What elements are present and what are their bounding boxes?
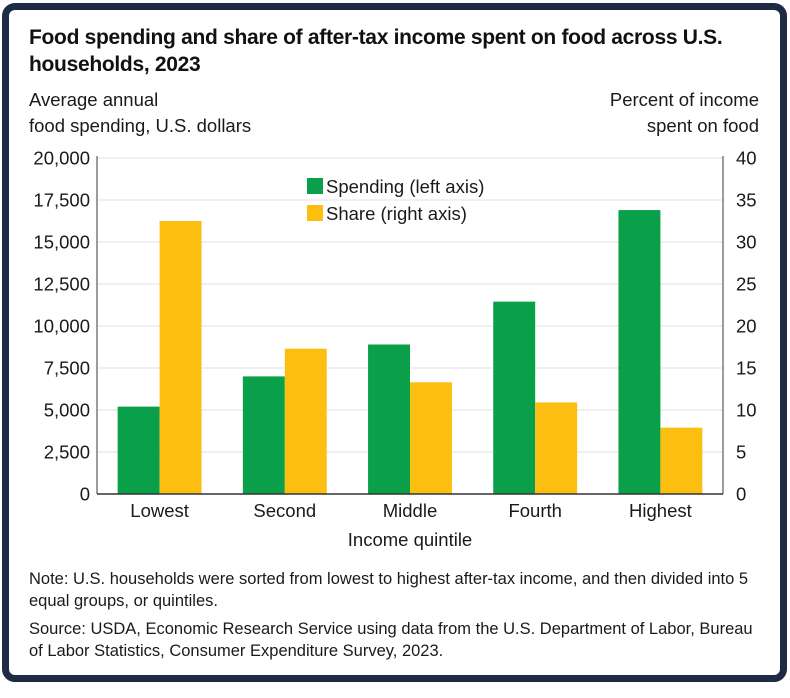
legend-label-spending: Spending (left axis) [326,176,484,197]
share-bar [159,221,202,494]
x-axis-tick-label: Lowest [130,500,189,521]
legend-swatch-spending [307,178,323,194]
share-bar [284,348,327,494]
left-axis-tick-label: 12,500 [33,274,90,295]
right-axis-label: Percent of income spent on food [610,87,759,139]
tick-labels: 0 2,500 5,000 7,500 10,000 12,500 15,000 17,500… [33,148,756,522]
left-axis-tick-label: 5,000 [44,400,90,421]
right-axis-tick-label: 0 [736,484,746,505]
left-axis-tick-label: 15,000 [33,232,90,253]
right-axis-tick-label: 15 [736,358,757,379]
right-axis-tick-label: 35 [736,190,757,211]
left-axis-label: Average annual food spending, U.S. dolla… [29,87,251,139]
spending-bar [368,344,410,494]
right-axis-tick-label: 20 [736,316,757,337]
x-axis-tick-label: Highest [629,500,692,521]
share-bar [410,382,452,494]
spending-bar [493,301,536,494]
left-axis-label-line-2: food spending, U.S. dollars [29,115,252,136]
chart-title: Food spending and share of after-tax inc… [29,26,723,76]
axes [96,156,724,495]
left-axis-label-line-1: Average annual [29,89,159,110]
legend: Spending (left axis) Share (right axis) [307,176,484,224]
spending-bar [618,210,661,494]
right-axis-tick-label: 5 [736,442,746,463]
x-axis-tick-label: Second [253,500,316,521]
right-axis-label-line-1: Percent of income [609,89,759,110]
right-axis-label-line-2: spent on food [646,115,759,136]
spending-bar [242,376,285,494]
right-axis-tick-label: 25 [736,274,757,295]
left-axis-tick-label: 10,000 [33,316,90,337]
right-axis-tick-label: 40 [736,148,757,169]
chart-source: Source: USDA, Economic Research Service … [29,620,753,660]
share-bar [660,427,703,494]
right-axis-tick-label: 10 [736,400,757,421]
bars [117,210,703,494]
x-axis-tick-label: Fourth [508,500,561,521]
left-axis-tick-label: 0 [80,484,90,505]
spending-bar [117,406,160,494]
x-axis-tick-label: Middle [383,500,438,521]
chart-note: Note: U.S. households were sorted from l… [29,570,749,610]
left-axis-tick-label: 17,500 [33,190,90,211]
left-axis-tick-label: 2,500 [44,442,90,463]
left-axis-tick-label: 20,000 [33,148,90,169]
x-axis-label: Income quintile [348,529,472,550]
left-axis-tick-label: 7,500 [44,358,90,379]
right-axis-tick-label: 30 [736,232,757,253]
share-bar [535,402,578,494]
legend-label-share: Share (right axis) [326,203,467,224]
legend-swatch-share [307,205,323,221]
